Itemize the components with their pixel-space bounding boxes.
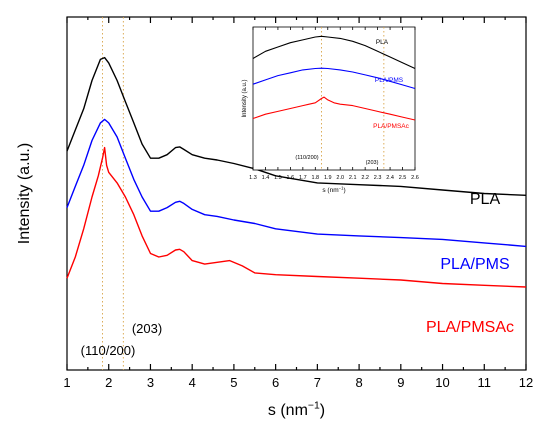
plot-frame xyxy=(252,26,416,171)
x-tick-label: 2.3 xyxy=(374,175,382,181)
series-label: PLA xyxy=(470,191,501,208)
x-tick-label: 6 xyxy=(272,375,279,390)
series-line xyxy=(252,67,416,90)
series-line xyxy=(66,118,527,248)
x-tick-label: 7 xyxy=(314,375,321,390)
series-label: PLA/PMSAc xyxy=(373,123,410,130)
x-tick-label: 1.5 xyxy=(274,175,282,181)
y-axis-label: Intensity (a.u.) xyxy=(242,79,248,117)
x-tick-label: 8 xyxy=(355,375,362,390)
x-tick-label: 3 xyxy=(147,375,154,390)
series-line xyxy=(66,146,527,288)
x-tick-label: 2.2 xyxy=(361,175,369,181)
series-line xyxy=(66,56,527,196)
peak-annotation: (110/200) xyxy=(81,343,136,358)
x-tick-label: 1.8 xyxy=(311,175,319,181)
y-axis-label: Intensity (a.u.) xyxy=(16,143,33,244)
x-tick-label: 1 xyxy=(63,375,70,390)
x-axis-label: s (nm−1) xyxy=(268,401,325,419)
x-tick-label: 2.0 xyxy=(336,175,344,181)
x-tick-label: 2 xyxy=(105,375,112,390)
x-tick-label: 5 xyxy=(230,375,237,390)
series-label: PLA/PMSAc xyxy=(426,319,514,336)
x-tick-label: 2.5 xyxy=(399,175,407,181)
x-tick-label: 1.6 xyxy=(287,175,295,181)
x-tick-label: 1.3 xyxy=(249,175,257,181)
x-tick-label: 2.1 xyxy=(349,175,357,181)
x-tick-label: 1.4 xyxy=(262,175,270,181)
peak-annotation: (203) xyxy=(366,160,379,166)
x-tick-label: 10 xyxy=(435,375,449,390)
series-label: PLA xyxy=(376,39,389,46)
x-tick-label: 9 xyxy=(397,375,404,390)
peak-annotation: (110/200) xyxy=(295,155,318,161)
x-tick-label: 11 xyxy=(478,375,492,390)
x-tick-label: 4 xyxy=(189,375,196,390)
x-axis-label: s (nm−1) xyxy=(322,185,345,194)
series-line xyxy=(252,35,416,70)
x-tick-label: 1.9 xyxy=(324,175,332,181)
series-label: PLA/PMS xyxy=(440,256,509,273)
x-tick-label: 2.6 xyxy=(411,175,419,181)
peak-annotation: (203) xyxy=(132,321,162,336)
series-line xyxy=(252,96,416,121)
series-label: PLA/PMS xyxy=(375,77,404,84)
x-tick-label: 2.4 xyxy=(386,175,394,181)
x-tick-label: 1.7 xyxy=(299,175,307,181)
x-tick-label: 12 xyxy=(519,375,533,390)
inset-plot: 1.3 1.4 1.5 1.6 1.7 1.8 1.9 2.0 2.1 2.2 2.3 2.4 2.5 2… xyxy=(242,26,419,194)
